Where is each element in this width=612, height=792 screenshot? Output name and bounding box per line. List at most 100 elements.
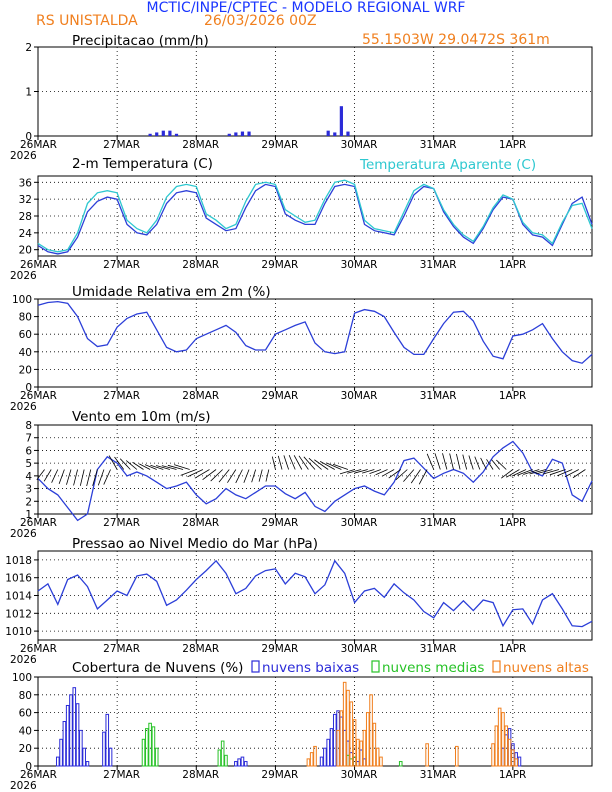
cloud-bar-nuvens-baixas	[72, 687, 77, 767]
wind-barb	[410, 469, 421, 484]
y-tick-label: 7	[25, 433, 32, 445]
panel-1: 26MAR 27MAR 28MAR 29MAR 30MAR 31MAR 1APR 2026 0 1…	[10, 33, 593, 162]
x-tick-label: 27MAR	[103, 643, 140, 655]
wind-barb	[86, 469, 92, 487]
wind-barb	[210, 469, 223, 482]
precip-bar	[333, 132, 337, 136]
precip-bar	[326, 130, 330, 136]
x-tick-label: 30MAR	[341, 139, 378, 151]
wind-barb	[332, 463, 349, 470]
wind-barb	[354, 469, 368, 474]
wind-barb	[308, 457, 322, 470]
wind-barb	[511, 469, 527, 477]
panel-4: 26MAR 27MAR 28MAR 29MAR 30MAR 31MAR 1APR 2026 12…	[10, 409, 593, 540]
precip-bar	[168, 130, 172, 136]
x-tick-label: 31MAR	[420, 643, 457, 655]
cloud-bar-nuvens-altas	[336, 729, 340, 767]
cloud-bar-nuvens-altas	[511, 749, 515, 767]
y-tick-label: 6	[25, 445, 32, 457]
x-tick-label: 30MAR	[341, 517, 378, 529]
cloud-bar-nuvens-altas	[369, 694, 373, 767]
wind-barb	[535, 469, 553, 475]
x-tick-label: 27MAR	[103, 259, 140, 271]
y-tick-label: 20	[19, 245, 32, 257]
x-tick-label: 28MAR	[182, 643, 219, 655]
wind-barb	[529, 469, 546, 475]
wind-barb	[564, 469, 579, 478]
x-year-label: 2026	[10, 401, 37, 413]
wind-barb	[150, 464, 164, 470]
cloud-bar-nuvens-altas	[339, 710, 344, 767]
y-tick-label: 1	[25, 509, 32, 521]
wind-barb	[456, 453, 461, 470]
y-tick-label: 32	[19, 194, 32, 206]
legend-label-3: nuvens altas	[503, 660, 589, 676]
x-tick-label: 27MAR	[103, 517, 140, 529]
wind-barb	[288, 454, 296, 470]
wind-barb	[51, 469, 59, 483]
cloud-bar-nuvens-altas	[491, 743, 495, 767]
wind-barb	[227, 469, 237, 483]
x-tick-label: 26MAR	[20, 517, 57, 529]
wind-barb	[468, 455, 474, 470]
wind-barb	[303, 456, 316, 470]
y-tick-label: 40	[19, 347, 32, 359]
wind-barb	[258, 469, 263, 482]
cloud-bar-nuvens-altas	[359, 740, 363, 767]
x-tick-label: 28MAR	[182, 390, 219, 402]
y-tick-label: 80	[19, 312, 32, 324]
cloud-bar-nuvens-baixas	[85, 761, 90, 767]
x-tick-label: 27MAR	[103, 390, 140, 402]
wind-barb	[506, 469, 520, 478]
wind-barb	[486, 459, 494, 470]
cloud-bar-nuvens-medias	[151, 726, 156, 767]
panel-frame	[37, 298, 593, 388]
legend-swatch-1	[251, 660, 260, 673]
wind-barb	[496, 459, 507, 470]
wind-barb	[474, 456, 481, 470]
y-tick-label: 2	[25, 42, 32, 54]
y-tick-label: 100	[12, 294, 32, 306]
x-tick-label: 31MAR	[420, 259, 457, 271]
wind-barb	[434, 453, 441, 470]
cloud-bar-nuvens-altas	[497, 707, 502, 767]
wind-barb	[293, 455, 303, 470]
legend-swatch-3	[492, 660, 501, 673]
x-tick-label: 29MAR	[261, 643, 298, 655]
x-tick-label: 29MAR	[261, 259, 298, 271]
series-line-1	[37, 440, 593, 522]
x-tick-label: 29MAR	[261, 517, 298, 529]
x-tick-label: 1APR	[499, 390, 527, 402]
cloud-bar-nuvens-baixas	[234, 761, 238, 767]
cloud-bar-nuvens-baixas	[102, 731, 106, 767]
cloud-bar-nuvens-medias	[145, 728, 149, 767]
x-year-label: 2026	[10, 780, 37, 792]
panel-title: Precipitacao (mm/h)	[72, 33, 209, 49]
x-tick-label: 31MAR	[420, 390, 457, 402]
cloud-bar-nuvens-altas	[362, 729, 367, 767]
x-year-label: 2026	[10, 270, 37, 282]
cloud-bar-nuvens-baixas	[65, 704, 70, 767]
panel-title: Pressao ao Nivel Medio do Mar (hPa)	[72, 536, 318, 552]
panel-title: 2-m Temperatura (C)	[72, 156, 213, 172]
y-tick-label: 2	[25, 496, 32, 508]
y-tick-label: 1	[25, 87, 32, 99]
legend-label-2: nuvens medias	[382, 660, 484, 676]
x-tick-label: 31MAR	[420, 769, 457, 781]
cloud-bar-nuvens-altas	[346, 689, 350, 767]
y-tick-label: 5	[25, 458, 32, 470]
wind-barb	[43, 469, 52, 482]
x-tick-label: 29MAR	[261, 769, 298, 781]
x-tick-label: 1APR	[499, 259, 527, 271]
y-tick-label: 100	[12, 672, 32, 684]
panel-frame	[37, 676, 593, 767]
y-tick-label: 1018	[5, 555, 32, 567]
wind-barb	[347, 469, 362, 474]
wind-barb	[108, 455, 118, 470]
y-tick-label: 60	[19, 329, 32, 341]
x-tick-label: 28MAR	[182, 517, 219, 529]
y-tick-label: 0	[25, 382, 32, 394]
wind-barb	[97, 469, 105, 486]
cloud-bar-nuvens-baixas	[69, 694, 73, 767]
